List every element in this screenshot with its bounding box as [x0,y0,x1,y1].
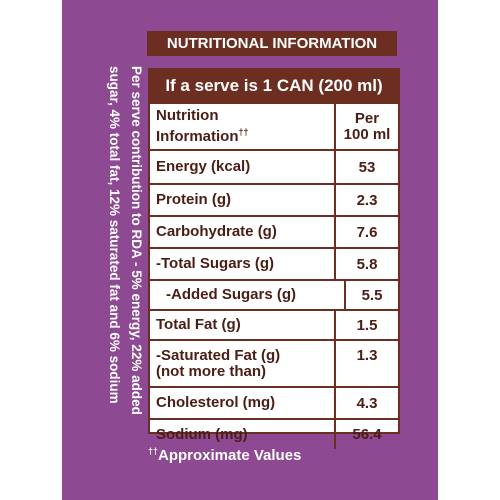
row-value: 1.5 [356,316,378,334]
row-label: -Total Sugars (g) [156,255,275,272]
row-label-cell: -Total Sugars (g) [150,249,336,279]
row-value: 56.4 [352,426,382,443]
note-line: Per serve contribution to RDA - 5% energ… [129,66,144,415]
title: NUTRITIONAL INFORMATION [147,31,397,56]
row-label-cell: Sodium (mg) [150,420,336,449]
row-value: 5.5 [361,286,383,304]
row-value-cell: 7.6 [336,217,398,247]
header-label: Information [156,128,239,145]
row-label: -Added Sugars (g) [166,286,296,303]
rda-note: Per serve contribution to RDA - 5% energ… [103,66,147,456]
row-value: 4.3 [356,394,378,412]
row-label-cell: Energy (kcal) [150,151,336,183]
table-row: -Saturated Fat (g) (not more than) 1.3 [150,339,398,386]
table-row: Sodium (mg) 56.4 [150,418,398,449]
row-label: Protein (g) [156,191,231,208]
footnote-mark: †† [238,127,249,137]
row-label-cell: Protein (g) [150,185,336,215]
row-value: 2.3 [356,191,378,209]
serve-header: If a serve is 1 CAN (200 ml) [150,70,398,102]
row-value: 5.8 [356,255,378,273]
table-row: Energy (kcal) 53 [150,149,398,183]
row-label: -Saturated Fat (g) [156,346,281,364]
footnote-mark: †† [148,446,159,456]
row-label-cell: Total Fat (g) [150,311,336,339]
row-label: Total Fat (g) [156,316,241,333]
row-label-cell: -Added Sugars (g) [150,281,346,309]
row-value-cell: 53 [336,151,398,183]
header-per: Per [354,109,380,127]
row-value-cell: 5.5 [346,281,398,309]
row-value-cell: 1.3 [336,341,398,386]
row-value-cell: 1.5 [336,311,398,339]
row-label: Sodium (mg) [156,425,248,443]
nutrition-table: If a serve is 1 CAN (200 ml) Nutrition I… [148,68,400,449]
row-label-cell: Cholesterol (mg) [150,388,336,418]
row-value-cell: 2.3 [336,185,398,215]
table-row: -Total Sugars (g) 5.8 [150,247,398,279]
row-value: 1.3 [356,347,378,364]
header-per: 100 ml [343,125,391,143]
row-label: Carbohydrate (g) [156,223,277,240]
table-row: Total Fat (g) 1.5 [150,309,398,339]
row-value-cell: 56.4 [336,420,398,449]
note-line: sugar, 4% total fat, 12% saturated fat a… [107,66,122,404]
footnote: ††Approximate Values [148,446,301,464]
header-label: Nutrition [156,107,219,124]
row-label: Cholesterol (mg) [156,394,276,411]
row-label: Energy (kcal) [156,158,251,175]
row-value: 7.6 [356,223,378,241]
row-label-cell: -Saturated Fat (g) (not more than) [150,341,336,386]
table-row: Protein (g) 2.3 [150,183,398,215]
row-value-cell: 5.8 [336,249,398,279]
table-row: Cholesterol (mg) 4.3 [150,386,398,418]
row-value: 53 [358,158,376,176]
row-label: (not more than) [156,362,266,380]
row-label-cell: Carbohydrate (g) [150,217,336,247]
table-row: -Added Sugars (g) 5.5 [150,279,398,309]
header-row: Nutrition Information†† Per 100 ml [150,102,398,149]
row-value-cell: 4.3 [336,388,398,418]
table-row: Carbohydrate (g) 7.6 [150,215,398,247]
footnote-text: Approximate Values [158,447,302,464]
